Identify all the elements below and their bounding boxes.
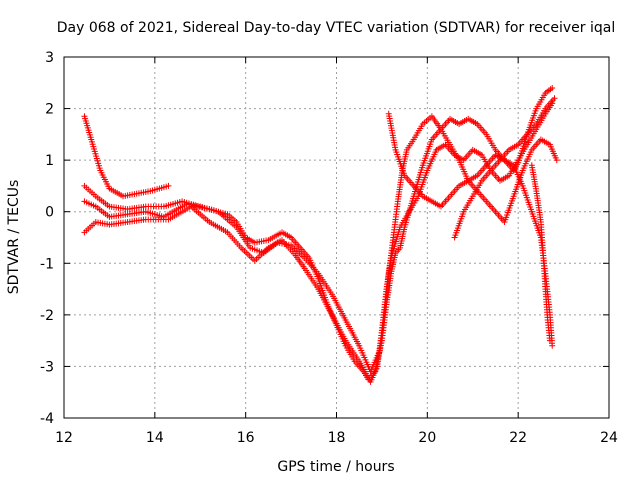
x-tick-label: 16	[237, 430, 255, 446]
grid	[64, 57, 609, 418]
x-tick-label: 22	[509, 430, 527, 446]
y-tick-label: -2	[40, 308, 54, 324]
y-tick-label: 0	[45, 205, 54, 221]
y-tick-label: 3	[45, 50, 54, 66]
x-tick-label: 14	[146, 430, 164, 446]
track-b-marker	[549, 84, 556, 91]
data-points	[81, 84, 560, 385]
chart-title: Day 068 of 2021, Sidereal Day-to-day VTE…	[57, 20, 615, 36]
track-e-marker	[553, 157, 560, 164]
y-tick-label: 2	[45, 102, 54, 118]
y-axis-label: SDTVAR / TECUs	[6, 180, 22, 295]
x-tick-label: 12	[55, 430, 73, 446]
y-tick-label: 1	[45, 153, 54, 169]
y-tick-label: -1	[40, 256, 54, 272]
track-d-marker	[549, 342, 556, 349]
track-a-marker	[165, 182, 172, 189]
x-tick-label: 24	[600, 430, 618, 446]
x-axis-label: GPS time / hours	[277, 459, 394, 475]
track-f-marker	[551, 95, 558, 102]
y-tick-label: -3	[40, 359, 54, 375]
x-tick-label: 18	[328, 430, 346, 446]
track-g-marker	[546, 337, 553, 344]
y-tick-label: -4	[40, 411, 54, 427]
x-tick-label: 20	[418, 430, 436, 446]
